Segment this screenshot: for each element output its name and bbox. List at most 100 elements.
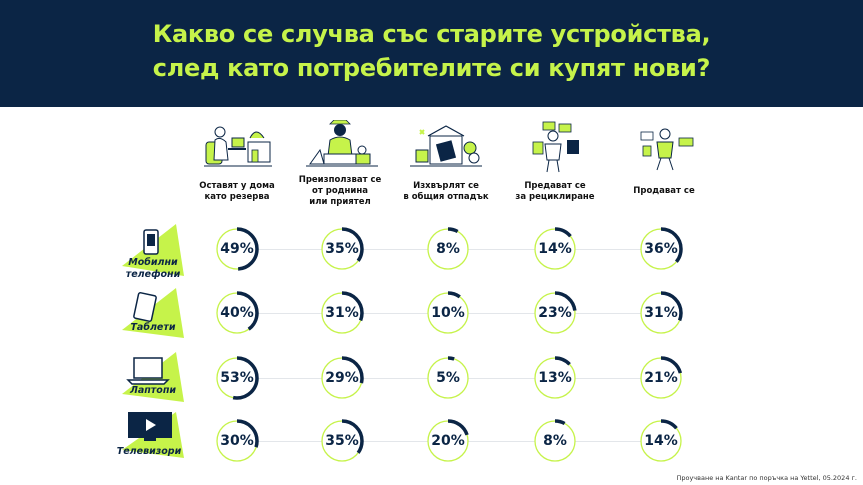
donut-value-label: 31% (644, 305, 678, 321)
donut-arc (320, 419, 364, 463)
donut-value-label: 35% (325, 433, 359, 449)
donut-cell: 40% (209, 285, 265, 341)
donut-cell: 21% (633, 350, 689, 406)
donut-cell: 8% (527, 413, 583, 469)
donut-value-label: 36% (644, 241, 678, 257)
donut-cell: 35% (314, 221, 370, 277)
donut-ring (426, 419, 470, 463)
donut-ring (215, 227, 259, 271)
donut-value-label: 20% (431, 433, 465, 449)
donut-value-label: 29% (325, 370, 359, 386)
tv-icon (128, 412, 172, 441)
waste-bin-illustration (410, 125, 482, 167)
donut-cell: 5% (420, 350, 476, 406)
donut-value-label: 10% (431, 305, 465, 321)
row-label-mobile-phones: Мобилни телефони (125, 257, 181, 280)
donut-arc (533, 356, 577, 400)
donut-ring (215, 419, 259, 463)
donut-ring (320, 291, 364, 335)
donut-value-label: 14% (644, 433, 678, 449)
column-label-reused-by-relative: Преизползват се от роднина или приятел (298, 175, 382, 207)
row-triangle-mobile (122, 224, 184, 276)
row-triangle-tablet (122, 288, 184, 338)
donut-value-label: 31% (325, 305, 359, 321)
footnote-source: Проучване на Kantar по поръчка на Yettel… (676, 474, 857, 482)
person-at-desk-illustration (204, 126, 272, 167)
column-label-keep-at-home: Оставят у дома като резерва (199, 181, 275, 202)
donut-arc (426, 291, 470, 335)
donut-cell: 29% (314, 350, 370, 406)
donut-arc (639, 419, 683, 463)
donut-value-label: 35% (325, 241, 359, 257)
donut-arc (215, 291, 259, 335)
donut-arc (533, 227, 577, 271)
donut-arc (639, 356, 683, 400)
donut-ring (320, 419, 364, 463)
tablet-icon (133, 292, 157, 322)
donut-value-label: 40% (220, 305, 254, 321)
donut-ring (639, 356, 683, 400)
selling-illustration (640, 128, 694, 171)
donut-value-label: 13% (538, 370, 572, 386)
donut-cell: 31% (633, 285, 689, 341)
title-line-1: Какво се случва със старите устройства, (152, 20, 711, 48)
donut-cell: 53% (209, 350, 265, 406)
donut-arc (533, 291, 577, 335)
family-sharing-illustration (306, 120, 378, 167)
donut-ring (639, 419, 683, 463)
donut-arc (215, 419, 259, 463)
donut-ring (426, 356, 470, 400)
donut-ring (533, 419, 577, 463)
donut-cell: 13% (527, 350, 583, 406)
donut-arc (320, 227, 364, 271)
donut-cell: 20% (420, 413, 476, 469)
row-label-tvs: Телевизори (116, 446, 182, 457)
donut-ring (320, 227, 364, 271)
donut-arc (426, 356, 470, 400)
donut-value-label: 14% (538, 241, 572, 257)
donut-arc (426, 227, 470, 271)
donut-cell: 35% (314, 413, 370, 469)
row-label-laptops: Лаптопи (129, 385, 177, 396)
donut-value-label: 30% (220, 433, 254, 449)
donut-arc (215, 356, 259, 400)
donut-value-label: 21% (644, 370, 678, 386)
donut-ring (639, 291, 683, 335)
row-triangle-tv (122, 412, 184, 458)
donut-cell: 8% (420, 221, 476, 277)
donut-ring (426, 291, 470, 335)
donut-arc (639, 291, 683, 335)
donut-value-label: 53% (220, 370, 254, 386)
recycling-illustration (532, 121, 579, 173)
donut-cell: 30% (209, 413, 265, 469)
donut-value-label: 49% (220, 241, 254, 257)
mobile-phone-icon (143, 229, 159, 255)
donut-cell: 49% (209, 221, 265, 277)
donut-arc (320, 356, 364, 400)
donut-arc (533, 419, 577, 463)
donut-ring (533, 227, 577, 271)
donut-ring (533, 291, 577, 335)
donut-ring (533, 356, 577, 400)
row-label-tablets: Таблети (130, 322, 176, 333)
column-label-recycled: Предават се за рециклиране (515, 181, 595, 202)
donut-value-label: 5% (436, 370, 460, 386)
donut-arc (215, 227, 259, 271)
donut-ring (426, 227, 470, 271)
donut-value-label: 23% (538, 305, 572, 321)
donut-arc (320, 291, 364, 335)
laptop-icon (126, 357, 170, 385)
donut-value-label: 8% (436, 241, 460, 257)
donut-ring (215, 291, 259, 335)
donut-cell: 10% (420, 285, 476, 341)
column-label-thrown-away: Изхвърлят се в общия отпадък (403, 181, 489, 202)
donut-ring (639, 227, 683, 271)
donut-arc (426, 419, 470, 463)
donut-cell: 31% (314, 285, 370, 341)
donut-ring (320, 356, 364, 400)
donut-cell: 14% (527, 221, 583, 277)
donut-arc (639, 227, 683, 271)
donut-ring (215, 356, 259, 400)
title-line-2: след като потребителите си купят нови? (152, 54, 711, 82)
column-label-sold: Продават се (633, 186, 695, 196)
